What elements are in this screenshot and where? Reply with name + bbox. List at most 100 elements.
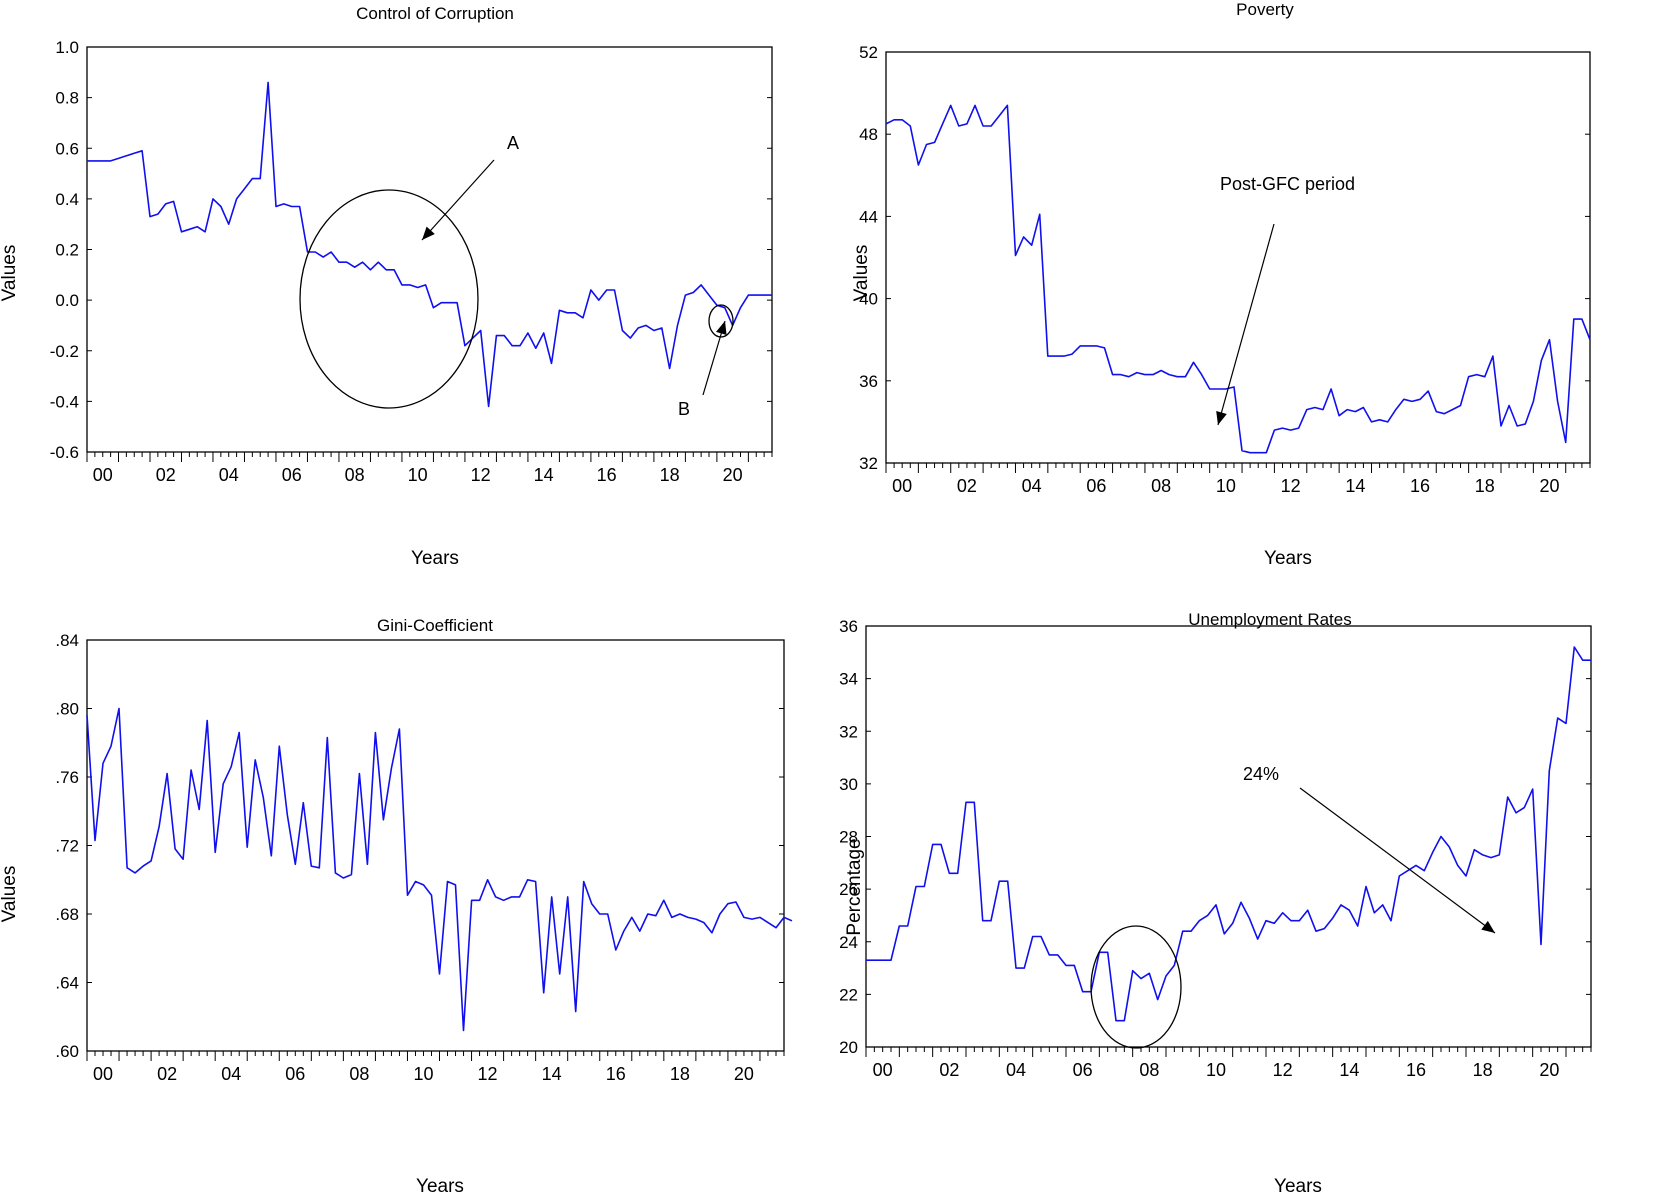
x-tick-label: 02 (157, 1064, 177, 1084)
annotation-label-24pct: 24% (1243, 764, 1279, 784)
x-tick-label: 14 (542, 1064, 562, 1084)
x-tick-label: 06 (1073, 1060, 1093, 1080)
y-tick-label: .84 (55, 631, 79, 650)
y-tick-label: -0.6 (50, 443, 79, 462)
y-tick-label: 0.6 (55, 139, 79, 158)
chart-title: Gini-Coefficient (377, 616, 493, 635)
annotation-ellipse-a (299, 189, 479, 409)
chart-panel-gini-coefficient: Gini-Coefficient .84 .80 .76 .72 .68 .64 .60 00… (0, 600, 830, 1200)
chart-svg-poverty: 52 48 44 40 36 32 00 02 04 06 08 10 12 14 16 18 20 Post-G… (859, 43, 1591, 496)
x-tick-label: 12 (1273, 1060, 1293, 1080)
x-tick-label: 06 (1086, 476, 1106, 496)
x-tick-label: 12 (1281, 476, 1301, 496)
y-tick-label: 36 (839, 617, 858, 636)
y-tick-label: 0.4 (55, 190, 79, 209)
plot-frame (865, 625, 1592, 1048)
y-tick-label: .72 (55, 837, 79, 856)
y-tick-label: 36 (859, 372, 878, 391)
x-tick-label: 00 (93, 465, 113, 485)
annotation-arrow-24pct-head (1481, 920, 1495, 933)
y-tick-label: 1.0 (55, 38, 79, 57)
x-tick-label: 10 (1206, 1060, 1226, 1080)
y-tick-label: 48 (859, 125, 878, 144)
x-tick-label: 12 (471, 465, 491, 485)
x-tick-label: 16 (606, 1064, 626, 1084)
y-tick-label: -0.4 (50, 392, 79, 411)
x-axis-label: Years (411, 548, 459, 569)
annotation-label-post-gfc: Post-GFC period (1220, 174, 1355, 194)
x-axis-label: Years (1274, 1176, 1322, 1197)
annotation-arrow-b-head (716, 321, 727, 336)
y-tick-label: 26 (839, 880, 858, 899)
annotation-arrow-a-head (422, 226, 435, 240)
x-tick-label: 02 (156, 465, 176, 485)
x-tick-label: 16 (1410, 476, 1430, 496)
annotation-ellipse-b (708, 304, 734, 338)
y-tick-label: -0.2 (50, 342, 79, 361)
series-line (866, 646, 1591, 1022)
x-tick-label: 04 (1006, 1060, 1026, 1080)
plot-frame (86, 46, 773, 453)
y-tick-label: 0.2 (55, 241, 79, 260)
x-tick-label: 00 (873, 1060, 893, 1080)
x-tick-label: 02 (957, 476, 977, 496)
y-tick-label: 32 (839, 722, 858, 741)
x-axis-label: Years (1264, 548, 1312, 569)
x-tick-label: 14 (534, 465, 554, 485)
y-tick-label: 0.0 (55, 291, 79, 310)
y-tick-label: .64 (55, 974, 79, 993)
x-tick-label: 16 (1406, 1060, 1426, 1080)
x-tick-label: 14 (1345, 476, 1365, 496)
y-tick-label: 20 (839, 1038, 858, 1057)
y-axis-label: Percentage (844, 838, 865, 936)
chart-title: Unemployment Rates (1188, 610, 1352, 629)
x-tick-label: 04 (1022, 476, 1042, 496)
series-line (87, 81, 772, 408)
annotation-arrow-a (421, 159, 495, 241)
x-axis-label: Years (416, 1176, 464, 1197)
chart-svg-unemployment-rates: 36 34 32 30 28 26 24 22 20 00 02 04 06 08 10 12 14 16 18 20… (839, 617, 1592, 1080)
series-line (86, 707, 793, 1032)
x-tick-label: 10 (413, 1064, 433, 1084)
x-tick-label: 18 (670, 1064, 690, 1084)
y-tick-label: 32 (859, 454, 878, 473)
x-tick-label: 12 (478, 1064, 498, 1084)
x-tick-label: 08 (1139, 1060, 1159, 1080)
annotation-label-a: A (507, 133, 519, 153)
plot-frame (86, 639, 785, 1052)
chart-title: Poverty (1236, 0, 1294, 19)
chart-svg-control-of-corruption: 1.0 0.8 0.6 0.4 0.2 0.0 -0.2 -0.4 -0.6 00 02 04 06 08… (50, 38, 773, 485)
y-tick-label: .80 (55, 700, 79, 719)
x-tick-label: 14 (1339, 1060, 1359, 1080)
x-tick-label: 18 (1473, 1060, 1493, 1080)
y-tick-label: 28 (839, 828, 858, 847)
x-tick-label: 18 (660, 465, 680, 485)
x-tick-label: 18 (1475, 476, 1495, 496)
x-tick-label: 16 (597, 465, 617, 485)
y-tick-label: .76 (55, 768, 79, 787)
chart-panel-unemployment-rates: Unemployment Rates 36 34 32 30 28 26 24 22 20 00 0… (830, 600, 1665, 1200)
chart-panel-control-of-corruption: Control of Corruption 1.0 0.8 0.6 0.4 0.2 0.0… (0, 0, 830, 590)
x-tick-label: 00 (892, 476, 912, 496)
y-axis-label: Values (851, 244, 872, 302)
x-tick-label: 08 (1151, 476, 1171, 496)
y-tick-label: 0.8 (55, 89, 79, 108)
x-tick-label: 06 (285, 1064, 305, 1084)
annotation-arrow-24pct (1299, 787, 1496, 934)
y-tick-label: 24 (839, 933, 858, 952)
x-tick-label: 20 (723, 465, 743, 485)
y-tick-label: 52 (859, 43, 878, 62)
chart-svg-gini-coefficient: .84 .80 .76 .72 .68 .64 .60 00 02 04 06 08 10 12 14 16 1… (55, 631, 793, 1084)
x-tick-label: 20 (1539, 1060, 1559, 1080)
annotation-ellipse-2008 (1090, 925, 1182, 1049)
y-axis-label: Values (0, 865, 20, 923)
plot-frame (885, 51, 1591, 464)
y-tick-label: .60 (55, 1042, 79, 1061)
y-axis-label: Values (0, 244, 20, 302)
x-tick-label: 10 (1216, 476, 1236, 496)
x-tick-label: 10 (408, 465, 428, 485)
y-tick-label: 30 (839, 775, 858, 794)
y-tick-label: 22 (839, 985, 858, 1004)
x-tick-label: 20 (1540, 476, 1560, 496)
y-tick-label: 40 (859, 290, 878, 309)
